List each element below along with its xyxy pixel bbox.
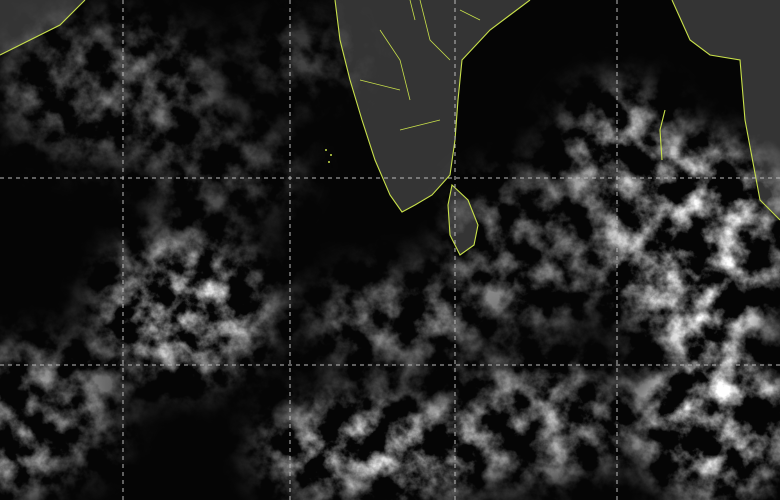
coastlines <box>0 0 780 256</box>
